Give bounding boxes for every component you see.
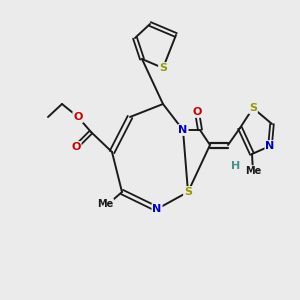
Text: H: H bbox=[231, 161, 241, 171]
Text: Me: Me bbox=[245, 166, 261, 176]
Text: S: S bbox=[184, 187, 192, 197]
Text: O: O bbox=[73, 112, 83, 122]
Text: S: S bbox=[249, 103, 257, 113]
Text: O: O bbox=[71, 142, 81, 152]
Text: N: N bbox=[152, 204, 162, 214]
Text: Me: Me bbox=[97, 199, 113, 209]
Text: S: S bbox=[159, 63, 167, 73]
Text: N: N bbox=[266, 141, 274, 151]
Text: O: O bbox=[192, 107, 202, 117]
Text: N: N bbox=[178, 125, 188, 135]
